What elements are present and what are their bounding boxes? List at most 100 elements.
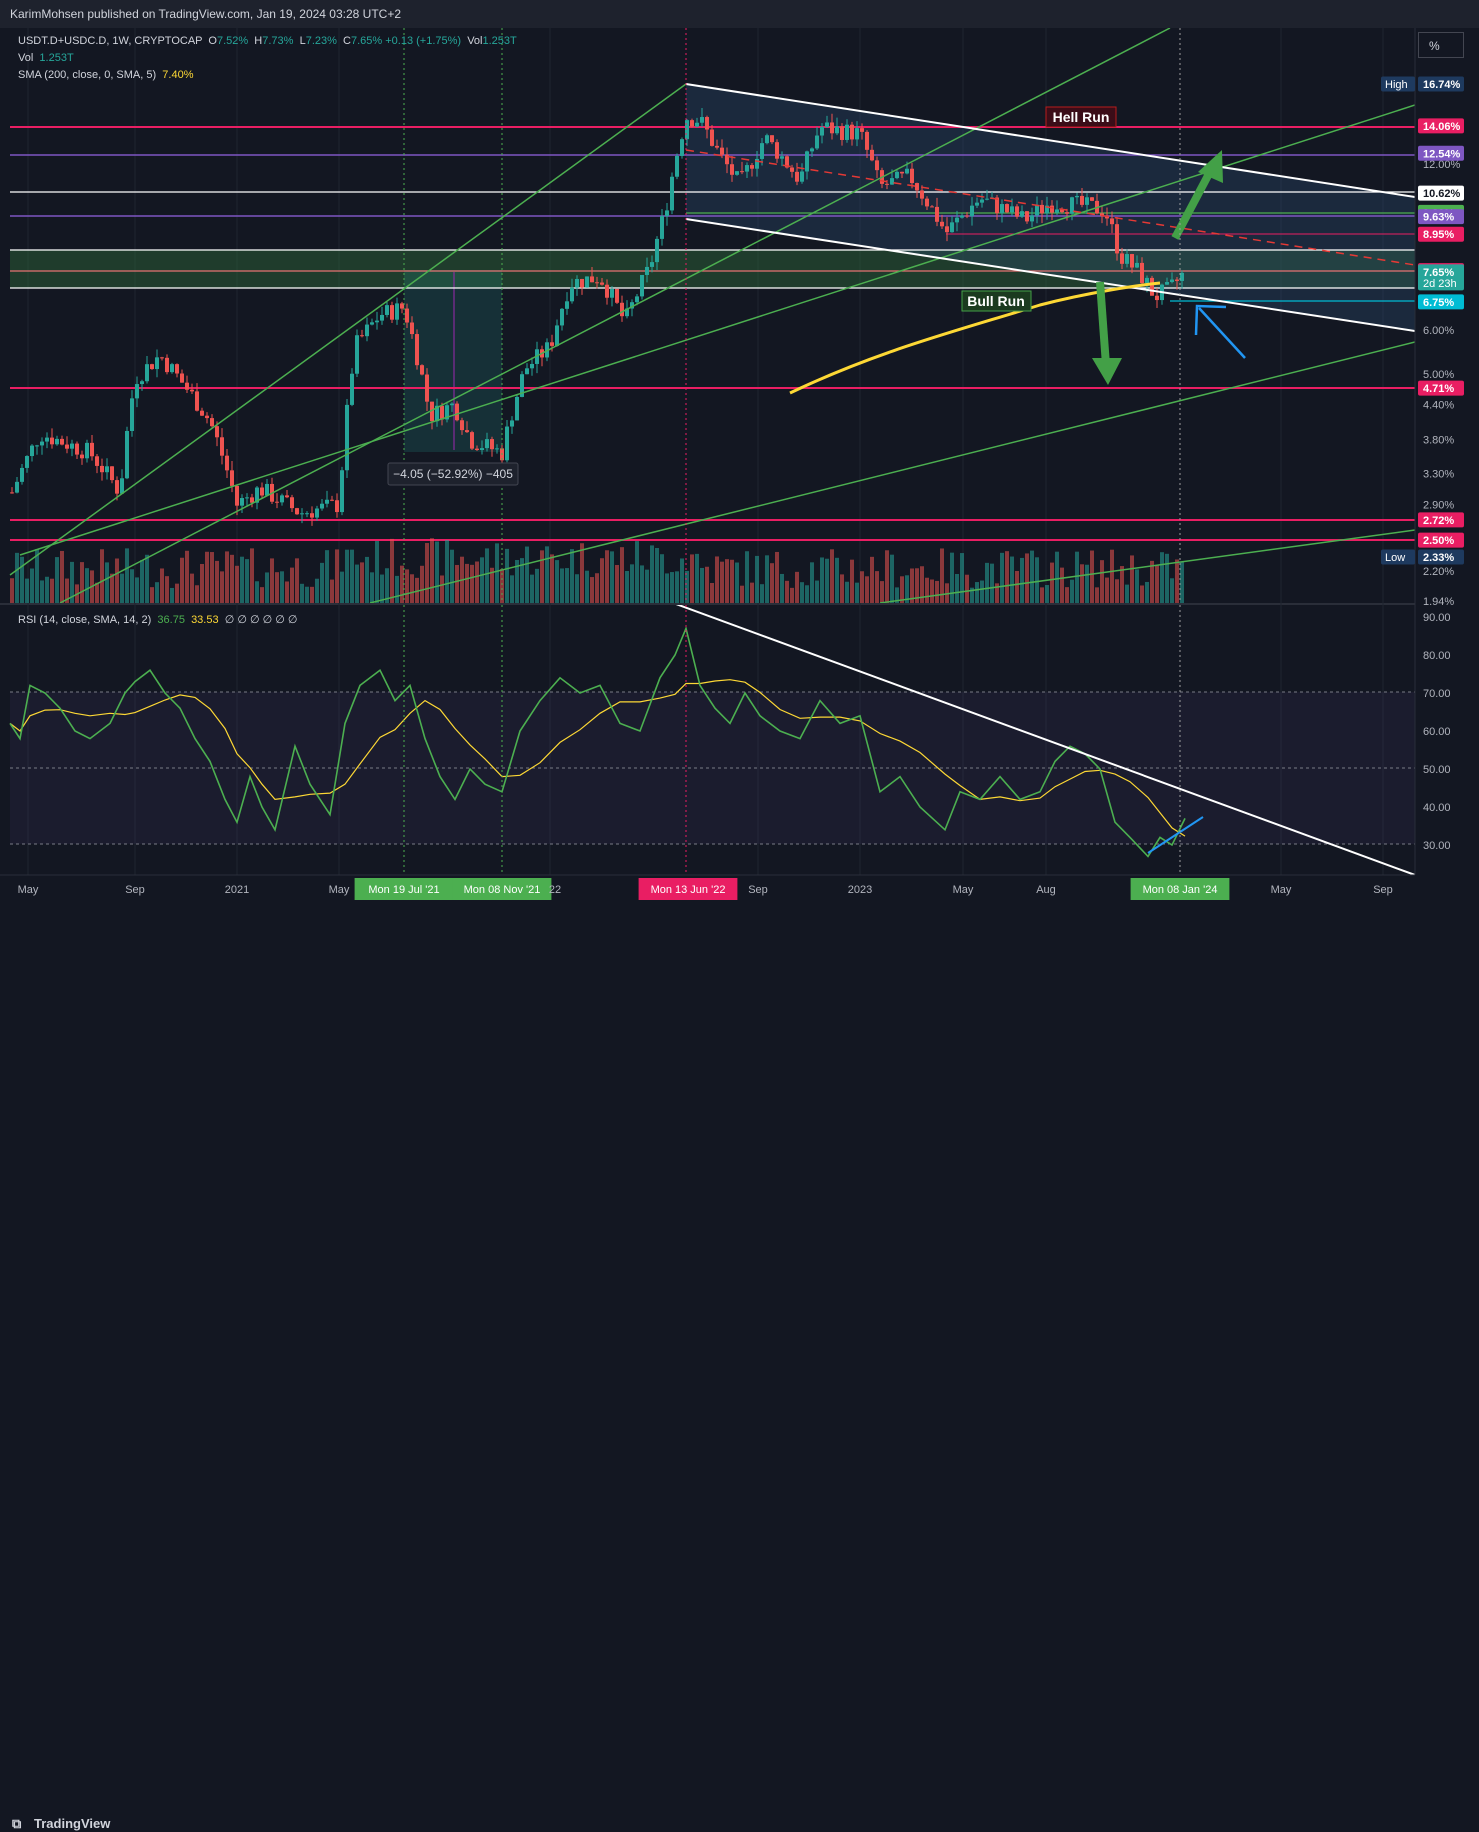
volume-bar — [1045, 585, 1049, 603]
volume-bar — [275, 572, 279, 603]
candle-body — [220, 437, 224, 456]
volume-bar — [40, 580, 44, 603]
candle-body — [205, 415, 209, 419]
rsi-sma-line — [9, 679, 1186, 837]
blue-arrow-icon — [1194, 304, 1246, 359]
volume-bar — [965, 574, 969, 603]
candle-body — [440, 405, 444, 420]
price-label-box — [1418, 294, 1464, 310]
candle-body — [925, 198, 929, 207]
volume-bar — [800, 582, 804, 603]
volume-bar — [1135, 569, 1139, 603]
price-tag-box — [1381, 549, 1415, 565]
candle-body — [340, 470, 344, 513]
candle-body — [60, 438, 64, 445]
candle-body — [1110, 218, 1114, 225]
rsi-axis[interactable]: 90.00 80.00 70.00 60.00 50.00 40.00 30.00 — [1423, 612, 1451, 852]
time-axis[interactable]: May Sep 2021 May Mon 19 Jul '21 Mon 08 Nov '2… — [18, 878, 1393, 900]
measure-label[interactable]: −4.05 (−52.92%) −405 — [387, 462, 519, 486]
bull-run-label[interactable]: Bull Run — [961, 290, 1032, 312]
rsi-extra: ∅ ∅ ∅ ∅ ∅ ∅ — [224, 614, 298, 626]
volume-bar — [85, 568, 89, 603]
candle-body — [350, 373, 354, 405]
volume-bar — [695, 553, 699, 603]
volume-legend[interactable]: Vol 1.253T — [18, 52, 74, 64]
hell-run-label[interactable]: Hell Run — [1045, 106, 1117, 128]
price-label-box — [1418, 380, 1464, 396]
candle-body — [840, 126, 844, 140]
volume-bar — [520, 558, 524, 603]
volume-bar — [1070, 579, 1074, 603]
chart-canvas[interactable]: Hell Run Bull Run −4.05 (−52.92%) −405 1… — [0, 28, 1479, 903]
time-label: May — [1271, 884, 1292, 896]
percent-scale-button[interactable]: % — [1418, 32, 1464, 58]
rsi-label: RSI (14, close, SMA, 14, 2) — [18, 614, 152, 626]
candle-body — [240, 498, 244, 506]
volume-bar — [710, 583, 714, 603]
candle-body — [1035, 204, 1039, 216]
volume-bar — [480, 557, 484, 603]
candle-body — [105, 466, 109, 473]
price-tick: 12.00% — [1423, 159, 1461, 171]
candle-body — [870, 149, 874, 161]
rsi-divergence-line — [1147, 816, 1204, 854]
rsi-legend[interactable]: RSI (14, close, SMA, 14, 2) 36.75 33.53 … — [18, 613, 298, 626]
volume-bar — [235, 565, 239, 603]
volume-bar — [120, 573, 124, 603]
volume-bar — [825, 558, 829, 603]
candle-body — [585, 276, 589, 288]
price-label-box — [1418, 512, 1464, 528]
candle-body — [1125, 254, 1129, 264]
candle-body — [45, 437, 49, 442]
volume-bar — [345, 549, 349, 603]
price-tick: 5.00% — [1423, 369, 1454, 381]
candle-body — [70, 443, 74, 449]
candle-body — [260, 487, 264, 496]
candle-body — [580, 278, 584, 288]
candle-body — [625, 308, 629, 317]
price-tick: 3.30% — [1423, 469, 1454, 481]
candle-body — [455, 403, 459, 421]
candle-body — [1100, 213, 1104, 216]
price-tag-box — [1381, 76, 1415, 92]
volume-bar — [605, 550, 609, 603]
volume-bar — [760, 584, 764, 603]
volume-bar — [390, 538, 394, 603]
candle-body — [460, 420, 464, 431]
candle-body — [860, 128, 864, 132]
candle-body — [415, 334, 419, 366]
candle-body — [380, 314, 384, 321]
footer: ⧉ TradingView — [0, 903, 1479, 1831]
volume-bar — [1065, 587, 1069, 603]
volume-bar — [250, 548, 254, 603]
symbol-legend[interactable]: USDT.D+USDC.D, 1W, CRYPTOCAP O7.52% H7.7… — [18, 35, 517, 47]
candle-body — [600, 282, 604, 285]
candle-body — [80, 454, 84, 459]
volume-bar — [685, 570, 689, 603]
candle-body — [165, 357, 169, 373]
price-label: 2.50% — [1423, 535, 1454, 547]
volume-bar — [1005, 551, 1009, 603]
candle-body — [155, 357, 159, 370]
time-label: Sep — [125, 884, 145, 896]
price-label: 4.71% — [1423, 383, 1454, 395]
candle-body — [830, 122, 834, 134]
volume-bar — [280, 571, 284, 603]
candle-body — [675, 155, 679, 177]
candle-body — [875, 160, 879, 171]
volume-bar — [115, 558, 119, 603]
sma-legend[interactable]: SMA (200, close, 0, SMA, 5) 7.40% — [18, 69, 194, 81]
candle-body — [1075, 195, 1079, 198]
volume-bar — [895, 587, 899, 603]
candle-body — [595, 282, 599, 284]
candle-body — [775, 142, 779, 159]
volume-bar — [1180, 561, 1184, 603]
candle-body — [180, 373, 184, 383]
candle-body — [655, 238, 659, 263]
volume-bar — [135, 577, 139, 603]
candle-body — [125, 430, 129, 479]
volume-bar — [755, 555, 759, 603]
candle-body — [85, 442, 89, 459]
candle-body — [295, 508, 299, 515]
price-label: 2.72% — [1423, 515, 1454, 527]
